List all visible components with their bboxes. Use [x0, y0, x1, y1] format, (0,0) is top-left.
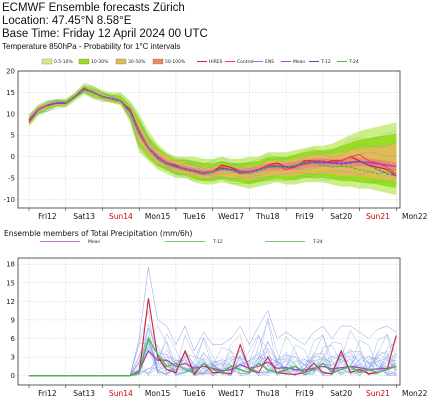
temperature-day-label: Mon15 — [145, 212, 171, 221]
temperature-y-tick-label: 0 — [11, 153, 15, 161]
legend-swatch — [115, 58, 127, 65]
precipitation-day-label: Fri19 — [295, 389, 314, 398]
precipitation-plot-area — [18, 258, 400, 385]
legend-label: Mean — [293, 59, 305, 65]
ens-member-line — [28, 82, 397, 166]
precipitation-legend: Mean T-12 T-24 — [40, 239, 323, 245]
precipitation-panel: 0 3 6 9 12 15 18 — [6, 257, 401, 386]
precipitation-y-tick-label: 15 — [6, 279, 15, 287]
temperature-chart-title: Temperature 850hPa - Probability for 1°C… — [2, 42, 181, 51]
temperature-y-tick-label: 20 — [6, 68, 15, 76]
ens-member-line — [28, 92, 397, 180]
legend-swatch — [152, 58, 164, 65]
temperature-day-label: Mon22 — [402, 212, 428, 221]
precipitation-y-tick-label: 0 — [11, 372, 15, 380]
precipitation-day-label: Tue16 — [182, 389, 206, 398]
precipitation-day-labels: Fri12 Sat13 Sun14 Mon15 Tue16 Wed17 Thu18 Fri19… — [28, 385, 428, 398]
precipitation-y-tick-label: 9 — [11, 316, 15, 324]
temperature-y-tick-label: 5 — [11, 132, 15, 140]
temperature-panel: -10 -5 0 5 10 15 20 — [4, 68, 401, 209]
temperature-day-label: Thu18 — [255, 212, 280, 221]
temperature-day-label: Sun21 — [366, 212, 390, 221]
temperature-day-label: Sat20 — [330, 212, 352, 221]
temperature-day-label: Sun14 — [109, 212, 133, 221]
temperature-day-labels: Fri12 Sat13 Sun14 Mon15 Tue16 Wed17 Thu18 Fri19… — [28, 208, 428, 221]
temperature-y-tick-label: 10 — [6, 110, 15, 118]
legend-label: 10-30% — [91, 59, 109, 65]
precipitation-plot-border — [17, 257, 401, 386]
temperature-y-tick-label: -10 — [4, 196, 15, 204]
temperature-day-label: Fri12 — [38, 212, 57, 221]
precipitation-day-label: Fri12 — [38, 389, 57, 398]
precipitation-y-tick-label: 6 — [11, 335, 16, 343]
precipitation-y-tick-label: 3 — [11, 354, 15, 362]
temperature-day-label: Fri19 — [295, 212, 314, 221]
temperature-y-tick-label: -5 — [8, 175, 15, 183]
precip-legend-label: T-12 — [212, 239, 223, 245]
temperature-day-label: Tue16 — [182, 212, 206, 221]
legend-label: T-24 — [348, 59, 359, 65]
precipitation-day-label: Mon22 — [402, 389, 428, 398]
header-location: Location: 47.45°N 8.58°E — [2, 15, 132, 27]
precipitation-day-label: Sat13 — [73, 389, 95, 398]
precipitation-day-label: Mon15 — [145, 389, 171, 398]
temperature-day-label: Wed17 — [218, 212, 244, 221]
legend-label: HIRES — [209, 59, 223, 65]
precipitation-day-label: Sun14 — [109, 389, 133, 398]
chart-header: ECMWF Ensemble forecasts Zürich Location… — [2, 2, 208, 52]
legend-label: ENS — [265, 59, 274, 65]
precipitation-y-tick-label: 18 — [6, 261, 15, 269]
header-title: ECMWF Ensemble forecasts Zürich — [2, 2, 185, 14]
temperature-y-tick-label: 15 — [6, 89, 15, 97]
precipitation-y-tick-label: 12 — [6, 298, 15, 306]
series-line-t-24 — [65, 88, 397, 175]
precipitation-day-label: Thu18 — [255, 389, 280, 398]
legend-swatch — [41, 58, 53, 65]
precipitation-day-label: Sun21 — [366, 389, 390, 398]
legend-label: 0.5-10% — [54, 59, 74, 65]
header-base-time: Base Time: Friday 12 April 2024 00 UTC — [2, 28, 208, 40]
precipitation-chart-title: Ensemble members of Total Precipitation … — [4, 229, 193, 238]
precip-legend-label: Mean — [88, 239, 100, 245]
ens-member-line — [28, 91, 397, 185]
probability-band-30-50 — [29, 88, 397, 181]
ens-member-line — [28, 92, 397, 177]
ens-member-line — [28, 86, 397, 169]
precipitation-day-label: Wed17 — [218, 389, 244, 398]
legend-label: T-12 — [320, 59, 331, 65]
temperature-day-label: Sat13 — [73, 212, 95, 221]
temperature-plot-border — [17, 70, 401, 209]
temperature-legend: 0.5-10% 10-30% 30-50% 50-100% HIRES Control EN… — [41, 58, 359, 65]
precipitation-day-label: Sat20 — [330, 389, 352, 398]
precip-legend-label: T-24 — [312, 239, 323, 245]
legend-label: 50-100% — [165, 59, 186, 65]
legend-label: Control — [237, 59, 253, 65]
precip-series-line-t-12 — [29, 336, 397, 377]
legend-label: 30-50% — [128, 59, 146, 65]
legend-swatch — [78, 58, 90, 65]
